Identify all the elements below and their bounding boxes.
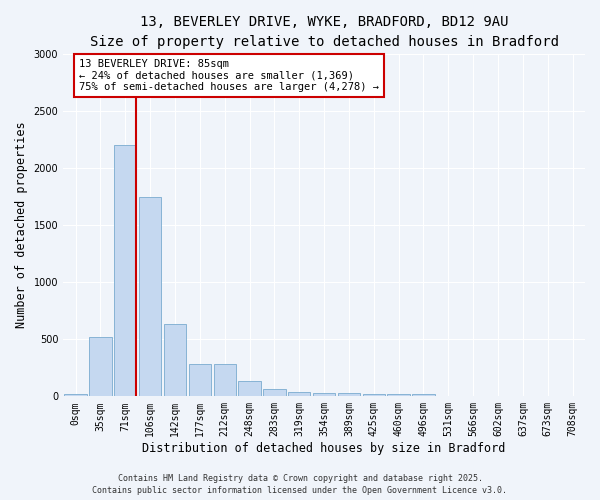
Bar <box>362 394 385 396</box>
Bar <box>214 364 236 396</box>
Bar <box>388 394 410 396</box>
Bar <box>188 364 211 396</box>
Bar <box>238 382 261 396</box>
Bar <box>412 394 434 396</box>
Bar <box>164 324 186 396</box>
Bar <box>114 145 136 397</box>
Bar <box>64 394 87 396</box>
Bar <box>139 196 161 396</box>
X-axis label: Distribution of detached houses by size in Bradford: Distribution of detached houses by size … <box>142 442 506 455</box>
Bar <box>338 393 360 396</box>
Title: 13, BEVERLEY DRIVE, WYKE, BRADFORD, BD12 9AU
Size of property relative to detach: 13, BEVERLEY DRIVE, WYKE, BRADFORD, BD12… <box>89 15 559 48</box>
Bar <box>89 337 112 396</box>
Text: Contains HM Land Registry data © Crown copyright and database right 2025.
Contai: Contains HM Land Registry data © Crown c… <box>92 474 508 495</box>
Bar <box>313 393 335 396</box>
Text: 13 BEVERLEY DRIVE: 85sqm
← 24% of detached houses are smaller (1,369)
75% of sem: 13 BEVERLEY DRIVE: 85sqm ← 24% of detach… <box>79 59 379 92</box>
Bar <box>263 389 286 396</box>
Bar <box>288 392 310 396</box>
Y-axis label: Number of detached properties: Number of detached properties <box>15 122 28 328</box>
